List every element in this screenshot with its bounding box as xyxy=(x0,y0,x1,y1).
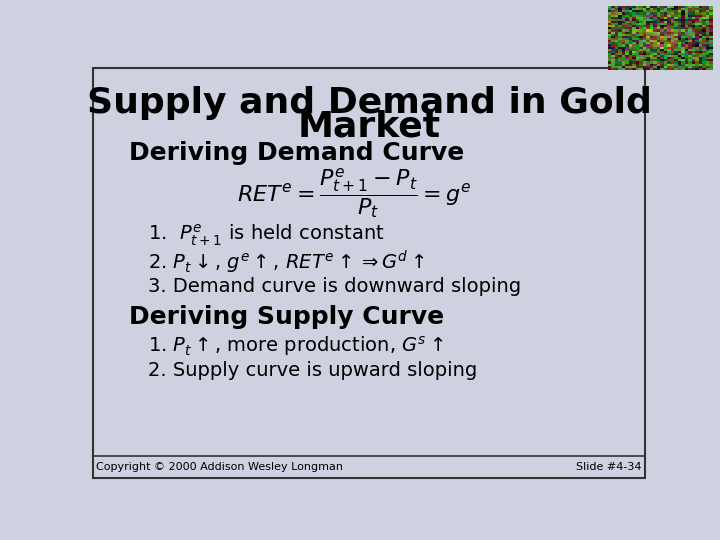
Text: 1.  $\mathit{P}^e_{t+1}$ is held constant: 1. $\mathit{P}^e_{t+1}$ is held constant xyxy=(148,223,384,248)
Text: $\mathit{RET}^e = \dfrac{\mathit{P}^e_{t+1} - \mathit{P}_t}{\mathit{P}_t} = \mat: $\mathit{RET}^e = \dfrac{\mathit{P}^e_{t… xyxy=(238,166,472,221)
Text: Supply and Demand in Gold: Supply and Demand in Gold xyxy=(86,86,652,120)
Text: Deriving Demand Curve: Deriving Demand Curve xyxy=(129,140,464,165)
Text: 3. Demand curve is downward sloping: 3. Demand curve is downward sloping xyxy=(148,277,521,296)
Text: Copyright © 2000 Addison Wesley Longman: Copyright © 2000 Addison Wesley Longman xyxy=(96,462,343,472)
Text: Market: Market xyxy=(297,110,441,144)
Text: 2. $\mathit{P}_t\downarrow$, $\mathit{g}^e\uparrow$, $\mathit{RET}^e\uparrow \Ri: 2. $\mathit{P}_t\downarrow$, $\mathit{g}… xyxy=(148,248,426,275)
Text: 1. $\mathit{P}_t\uparrow$, more production, $\mathit{G}^s\uparrow$: 1. $\mathit{P}_t\uparrow$, more producti… xyxy=(148,334,444,358)
Text: Slide #4-34: Slide #4-34 xyxy=(576,462,642,472)
Text: Deriving Supply Curve: Deriving Supply Curve xyxy=(129,305,444,328)
Text: 2. Supply curve is upward sloping: 2. Supply curve is upward sloping xyxy=(148,361,477,380)
